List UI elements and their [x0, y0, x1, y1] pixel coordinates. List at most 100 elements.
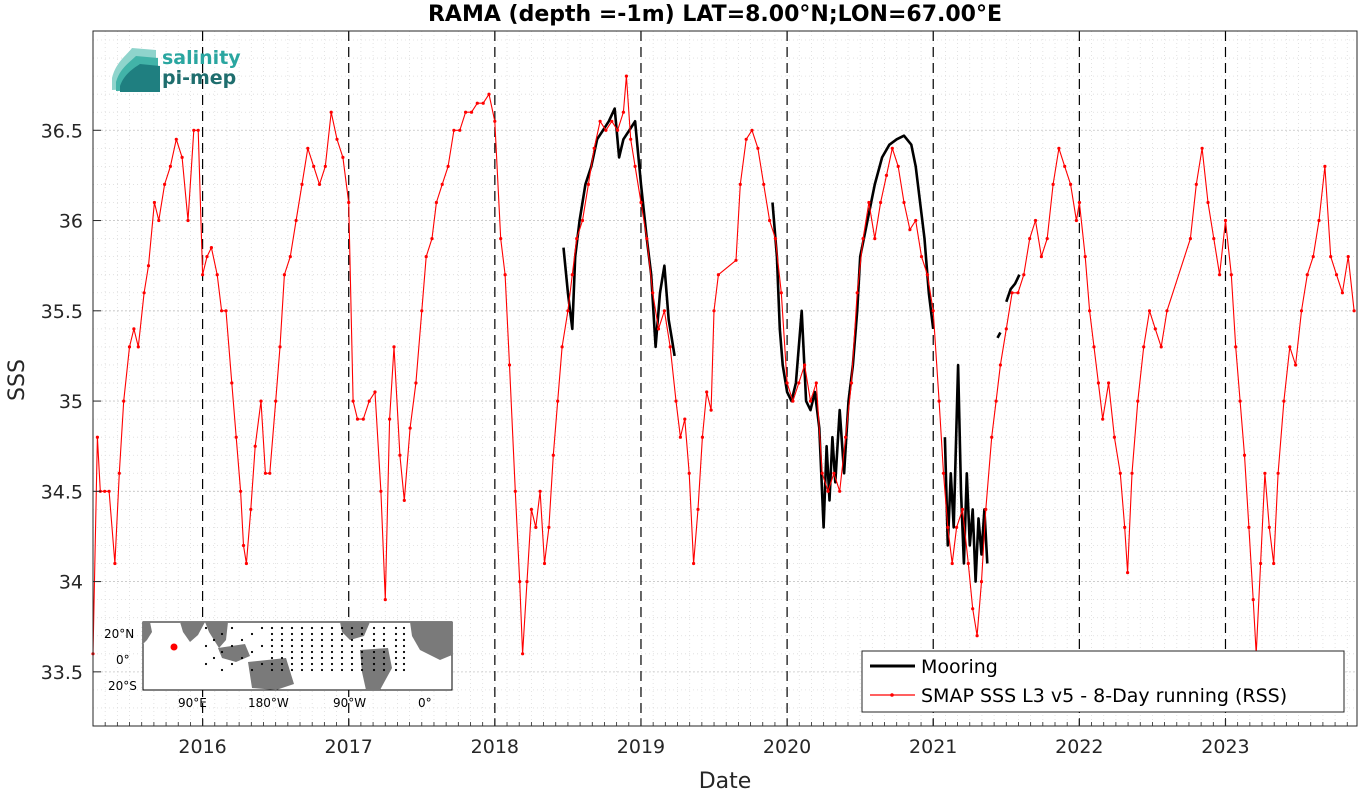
buoy-dot [310, 656, 314, 660]
buoy-dot [402, 656, 406, 660]
series-smap-point [1092, 345, 1096, 349]
series-smap-point [556, 399, 560, 403]
series-smap-point [1004, 327, 1008, 331]
x-tick-label: 2021 [909, 736, 957, 758]
series-smap-point [347, 200, 351, 205]
buoy-dot [340, 650, 344, 654]
series-smap-point [705, 390, 709, 394]
buoy-dot [310, 668, 314, 672]
buoy-dot [212, 656, 216, 660]
series-smap-point [884, 173, 889, 177]
buoy-dot [270, 638, 274, 642]
series-smap-point [849, 381, 854, 385]
series-smap-point [610, 119, 614, 123]
buoy-dot [340, 638, 344, 642]
series-smap-point [201, 273, 205, 277]
buoy-dot [240, 638, 244, 642]
buoy-dot [382, 662, 386, 666]
series-smap-point [1126, 571, 1130, 575]
buoy-dot [270, 644, 274, 648]
series-smap-point [709, 408, 713, 412]
buoy-dot [372, 626, 376, 630]
buoy-dot [230, 626, 234, 630]
series-smap-point [1096, 381, 1100, 385]
series-smap-point [861, 237, 865, 241]
series-smap-point [1276, 471, 1280, 475]
series-smap-point [107, 489, 111, 493]
series-smap-point [762, 182, 766, 186]
x-tick-label: 2020 [763, 736, 811, 758]
series-smap-point [446, 164, 450, 168]
series-smap-point [867, 200, 871, 205]
series-smap-point [547, 525, 551, 530]
buoy-dot [372, 656, 376, 660]
buoy-dot [300, 650, 304, 654]
legend-label-smap: SMAP SSS L3 v5 - 8-Day running (RSS) [921, 685, 1287, 707]
series-smap-point [1188, 237, 1192, 241]
series-smap-point [946, 525, 950, 530]
buoy-dot [372, 662, 376, 666]
series-smap-point [1033, 218, 1038, 223]
x-axis-label: Date [699, 769, 752, 790]
series-smap-point [925, 273, 930, 277]
buoy-dot [394, 644, 398, 648]
buoy-dot [394, 638, 398, 642]
buoy-dot [270, 656, 274, 660]
buoy-dot [204, 626, 208, 630]
series-smap-point [656, 327, 661, 331]
y-tick-label: 36 [59, 211, 83, 233]
series-smap-point [379, 489, 383, 493]
buoy-dot [350, 644, 354, 648]
series-smap-point [499, 237, 503, 241]
buoy-dot [350, 656, 354, 660]
map-lon-90e: 90°E [178, 696, 207, 710]
series-smap-point [367, 399, 371, 403]
series-smap-point [452, 128, 456, 132]
series-smap-point [1045, 237, 1049, 241]
series-smap-point [570, 273, 574, 277]
series-smap-point [132, 327, 136, 331]
buoy-dot [290, 638, 294, 642]
logo-text-salinity: salinity [162, 47, 241, 69]
series-smap-point [122, 399, 126, 403]
series-smap-point [879, 200, 883, 205]
series-smap-point [1323, 164, 1327, 168]
series-smap-point [392, 345, 396, 349]
buoy-dot [300, 632, 304, 636]
buoy-dot [310, 650, 314, 654]
buoy-dot [394, 650, 398, 654]
series-smap-point [253, 444, 257, 448]
buoy-dot [394, 668, 398, 672]
buoy-dot [280, 662, 284, 666]
series-smap-point [1069, 182, 1073, 186]
series-smap-point [908, 228, 912, 232]
map-lon-180w: 180°W [248, 696, 289, 710]
series-mooring-line [996, 331, 1002, 339]
series-smap-point [826, 489, 830, 493]
series-smap-point [832, 471, 836, 475]
buoy-dot [330, 668, 334, 672]
series-smap-point [521, 652, 525, 656]
series-smap-point [1299, 309, 1304, 313]
buoy-dot [340, 632, 344, 636]
series-smap-point [136, 345, 140, 349]
buoy-dot [340, 656, 344, 660]
series-smap-point [1346, 255, 1350, 259]
series-smap-point [687, 471, 691, 475]
legend-box [861, 650, 1345, 713]
series-smap-point [966, 561, 970, 566]
buoy-dot [220, 632, 224, 636]
inset-map: 20°N 0° 20°S 90°E 180°W 90°W 0° [104, 621, 453, 710]
buoy-dot [260, 662, 264, 666]
series-smap-point [645, 237, 649, 241]
series-smap-point [808, 399, 813, 403]
series-smap-point [1022, 273, 1026, 277]
series-mooring-line [562, 107, 676, 357]
series-mooring-line [1005, 274, 1021, 303]
series-smap-point [1305, 273, 1309, 277]
series-smap-point [1028, 237, 1032, 241]
series-smap-point [414, 381, 418, 385]
map-lon-90w: 90°W [333, 696, 366, 710]
series-smap-point [383, 598, 387, 602]
buoy-dot [330, 632, 334, 636]
